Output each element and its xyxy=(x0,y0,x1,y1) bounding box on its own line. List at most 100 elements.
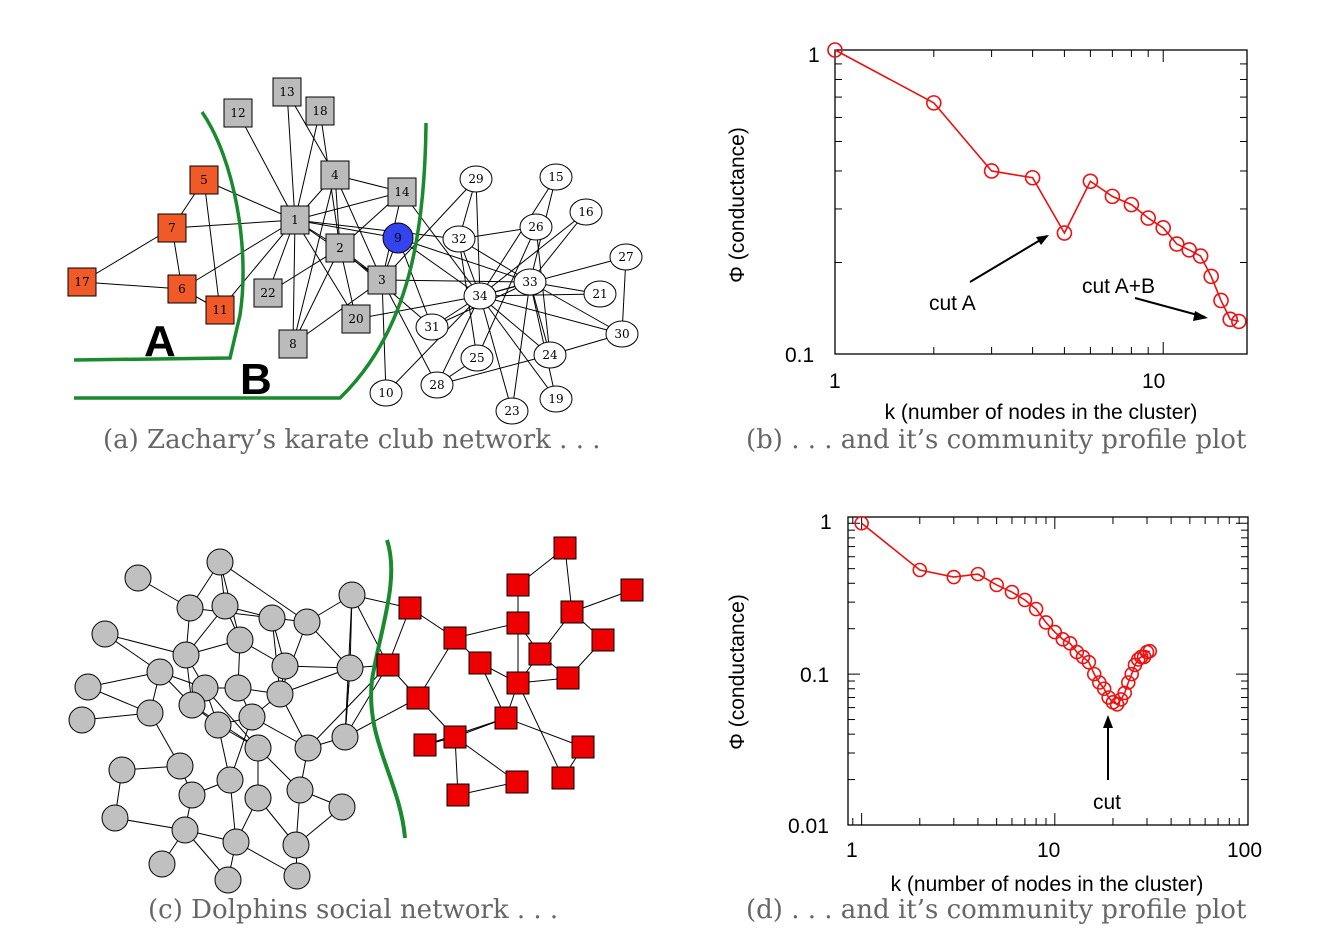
dolphin-node-square xyxy=(376,653,400,677)
plot-frame-d xyxy=(847,516,1249,826)
dolphin-node-circle xyxy=(171,816,199,844)
dolphin-node-circle xyxy=(336,654,364,682)
karate-node-label: 6 xyxy=(178,282,186,296)
karate-edge xyxy=(479,293,601,297)
dolphin-node-circle xyxy=(286,776,314,804)
caption-c: (c) Dolphins social network . . . xyxy=(148,895,558,925)
dolphin-node-circle xyxy=(238,703,266,731)
annotation-cut-a-b-label: cut A+B xyxy=(1082,275,1155,298)
karate-edge xyxy=(381,279,438,386)
dolphin-node-circle xyxy=(206,548,234,576)
karate-node-29: 29 xyxy=(459,165,493,193)
data-point xyxy=(1140,210,1156,226)
karate-node-label: 18 xyxy=(312,104,327,118)
y-axis-label-b: Φ (conductance) xyxy=(726,127,749,283)
y-tick-label-d-01: 0.1 xyxy=(800,664,829,687)
dolphin-edge xyxy=(307,664,389,749)
dolphin-node-circle xyxy=(293,608,321,636)
dolphin-node-circle xyxy=(244,784,272,812)
karate-node-label: 2 xyxy=(336,241,344,255)
data-point xyxy=(926,95,942,111)
x-axis-label-d: k (number of nodes in the cluster) xyxy=(891,873,1204,896)
karate-edge xyxy=(181,219,296,290)
karate-node-3: 3 xyxy=(367,265,397,295)
dolphin-node-circle xyxy=(124,564,152,592)
data-point xyxy=(1081,654,1097,670)
profile-plot-d: 1 0.1 0.01 1 10 100 k (number of nodes i… xyxy=(726,511,1262,896)
x-tick-label-d-10: 10 xyxy=(1037,839,1060,862)
data-point xyxy=(1004,584,1020,600)
dolphin-divider xyxy=(369,539,407,839)
karate-edge xyxy=(529,281,557,400)
dolphin-edge xyxy=(344,697,419,738)
dolphin-node-circle xyxy=(178,691,206,719)
karate-node-label: 28 xyxy=(429,378,444,392)
karate-node-26: 26 xyxy=(519,213,553,241)
dolphin-node-square xyxy=(591,628,615,652)
caption-b: (b) . . . and it’s community profile plo… xyxy=(746,425,1247,455)
profile-plot-b: 1 0.1 1 10 k (number of nodes in the clu… xyxy=(726,42,1248,424)
dolphin-node-square xyxy=(551,766,575,790)
karate-edge xyxy=(292,219,296,345)
y-tick-label-b-bottom: 0.1 xyxy=(785,344,814,367)
karate-edge xyxy=(294,110,321,221)
karate-node-28: 28 xyxy=(420,371,454,399)
dolphin-node-circle xyxy=(204,711,232,739)
annotation-cut-a: cut A xyxy=(929,235,1049,315)
divider-a xyxy=(73,111,245,362)
data-point xyxy=(1222,311,1239,328)
data-point xyxy=(1117,685,1132,701)
axis-ticks-b xyxy=(834,50,1247,355)
karate-edge xyxy=(81,281,183,290)
karate-edge xyxy=(334,174,383,281)
karate-node-label: 5 xyxy=(200,173,208,187)
dolphin-node-square xyxy=(506,573,530,597)
series-d xyxy=(854,515,1158,712)
dolphin-node-circle xyxy=(331,723,359,751)
karate-node-label: 13 xyxy=(279,85,294,99)
data-point xyxy=(989,577,1004,593)
karate-node-label: 3 xyxy=(378,273,386,287)
dolphin-node-circle xyxy=(148,850,176,878)
dolphin-node-circle xyxy=(224,674,252,702)
karate-node-label: 4 xyxy=(331,168,339,182)
karate-node-20: 20 xyxy=(341,304,371,334)
dolphins-network-panel xyxy=(68,536,644,894)
dolphin-node-circle xyxy=(271,652,299,680)
karate-edge xyxy=(203,179,296,221)
dolphin-node-circle xyxy=(74,673,102,701)
karate-node-label: 30 xyxy=(614,327,629,341)
dolphin-node-square xyxy=(443,626,467,650)
data-point xyxy=(1142,643,1158,659)
karate-node-label: 23 xyxy=(504,404,519,418)
x-tick-label-b-10: 10 xyxy=(1142,370,1165,393)
karate-node-label: 34 xyxy=(472,289,488,303)
data-point xyxy=(1047,624,1063,640)
data-point xyxy=(912,562,928,578)
karate-edge xyxy=(203,179,221,311)
x-tick-label-d-1: 1 xyxy=(846,839,858,862)
karate-node-label: 29 xyxy=(468,172,483,186)
data-point xyxy=(1120,675,1136,690)
karate-node-32: 32 xyxy=(442,225,476,253)
karate-edge xyxy=(479,295,513,412)
data-point xyxy=(946,569,962,585)
karate-node-34: 34 xyxy=(463,282,497,310)
data-point xyxy=(1024,169,1041,186)
data-point xyxy=(1123,196,1140,213)
series-line xyxy=(834,49,1240,323)
dolphin-node-circle xyxy=(282,831,310,859)
data-point xyxy=(1213,292,1229,309)
karate-node-label: 14 xyxy=(394,185,410,199)
dolphin-node-square xyxy=(506,611,530,635)
y-tick-label-d-001: 0.01 xyxy=(788,815,829,838)
dolphin-edge xyxy=(344,664,389,738)
dolphin-node-circle xyxy=(266,680,294,708)
dolphin-node-circle xyxy=(136,699,164,727)
karate-node-label: 33 xyxy=(522,275,537,289)
dolphin-node-circle xyxy=(338,581,366,609)
x-tick-label-d-100: 100 xyxy=(1227,839,1262,862)
karate-node-8: 8 xyxy=(278,329,308,359)
karate-node-19: 19 xyxy=(539,385,573,413)
